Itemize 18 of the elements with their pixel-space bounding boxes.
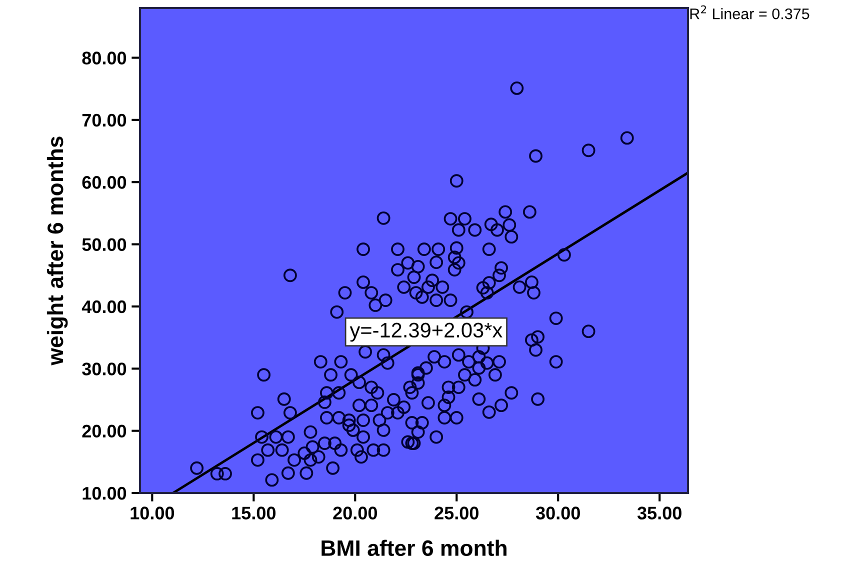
x-tick-label: 25.00 <box>434 506 478 520</box>
y-tick-label: 80.00 <box>82 52 126 64</box>
x-tick-label: 10.00 <box>130 506 174 520</box>
x-tick-label: 30.00 <box>536 506 580 520</box>
annotation: y=-12.39+2.03*x <box>350 322 502 342</box>
text: R$^{2}$ Linear = 0.375 <box>690 5 810 20</box>
y-tick-label: 10.00 <box>82 486 126 500</box>
x-axis-title: BMI after 6 month <box>322 540 506 556</box>
y-axis-title: weight after 6 months <box>46 136 68 366</box>
y-tick-label: 50.00 <box>82 238 126 251</box>
x-tick-label: 15.00 <box>232 506 276 520</box>
y-tick-label: 40.00 <box>82 300 126 314</box>
y-tick-label: 30.00 <box>82 362 126 376</box>
x-tick-label: 20.00 <box>333 506 377 520</box>
y-tick-label: 20.00 <box>82 424 126 438</box>
y-tick-label: 60.00 <box>82 176 126 189</box>
x-tick-label: 35.00 <box>637 506 682 520</box>
y-tick-label: 70.00 <box>82 114 126 127</box>
